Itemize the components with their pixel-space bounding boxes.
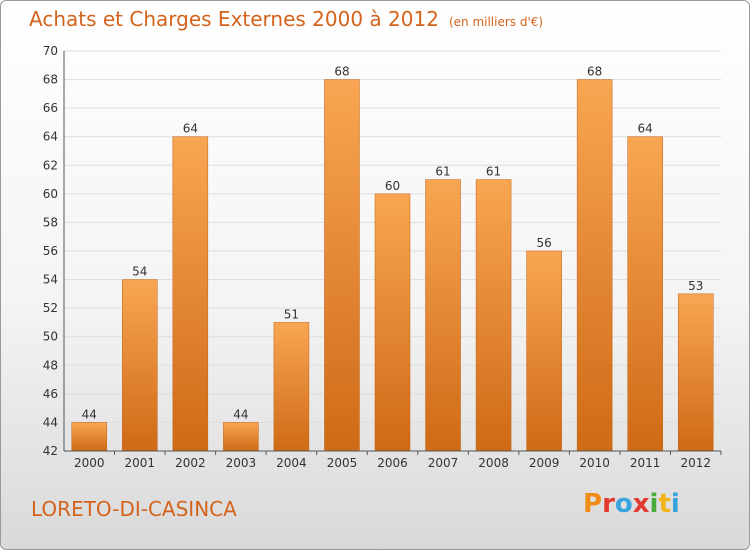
bar-2002 <box>172 136 209 452</box>
y-tick-label: 50 <box>43 330 58 344</box>
y-tick-label: 56 <box>43 244 58 258</box>
bar-2004 <box>273 322 310 452</box>
bar-2009 <box>526 250 562 452</box>
value-label-2001: 54 <box>132 265 147 279</box>
logo-letter: i <box>670 489 680 519</box>
value-label-2006: 60 <box>385 179 400 193</box>
y-tick-label: 62 <box>43 158 58 172</box>
bar-2008 <box>475 179 512 452</box>
logo-letter: r <box>602 489 615 519</box>
logo-letter: P <box>583 489 603 519</box>
bar-2001 <box>122 279 158 452</box>
y-tick-label: 70 <box>43 44 58 58</box>
y-tick-label: 58 <box>43 215 58 229</box>
y-tick-label: 44 <box>43 415 58 429</box>
value-label-2003: 44 <box>233 407 248 421</box>
value-label-2007: 61 <box>435 165 450 179</box>
x-tick-label-2002: 2002 <box>175 456 206 470</box>
bar-2000 <box>71 422 108 452</box>
value-label-2000: 44 <box>82 407 97 421</box>
value-label-2002: 64 <box>183 122 198 136</box>
value-label-2012: 53 <box>688 279 703 293</box>
y-tick-label: 60 <box>43 187 58 201</box>
bar-2012 <box>677 293 714 452</box>
y-tick-label: 46 <box>43 387 58 401</box>
y-tick-label: 64 <box>43 130 58 144</box>
bar-2010 <box>576 79 613 452</box>
x-tick-label-2010: 2010 <box>579 456 610 470</box>
bar-2005 <box>324 79 360 452</box>
logo-letter: i <box>649 489 659 519</box>
y-tick-label: 68 <box>43 73 58 87</box>
y-tick-label: 42 <box>43 444 58 458</box>
y-tick-label: 66 <box>43 101 58 115</box>
axes <box>63 51 722 455</box>
value-label-2011: 64 <box>638 122 653 136</box>
chart-title-text: Achats et Charges Externes 2000 à 2012 <box>29 7 439 31</box>
bar-2003 <box>223 422 259 452</box>
logo-letter: x <box>632 489 650 519</box>
x-tick-label-2011: 2011 <box>630 456 661 470</box>
x-tick-label-2003: 2003 <box>226 456 257 470</box>
x-tick-label-2006: 2006 <box>377 456 408 470</box>
logo-letter: t <box>658 489 671 519</box>
proxiti-logo: Proxiti <box>583 489 680 519</box>
chart-title: Achats et Charges Externes 2000 à 2012 (e… <box>29 7 543 31</box>
bar-2007 <box>425 179 461 452</box>
value-label-2008: 61 <box>486 165 501 179</box>
x-tick-label-2009: 2009 <box>529 456 560 470</box>
bar-2006 <box>374 193 411 452</box>
y-tick-label: 52 <box>43 301 58 315</box>
chart-unit: (en milliers d'€) <box>448 15 544 29</box>
y-tick-label: 48 <box>43 358 58 372</box>
bars <box>71 79 714 452</box>
x-tick-label-2004: 2004 <box>276 456 307 470</box>
y-tick-label: 54 <box>43 273 58 287</box>
value-label-2005: 68 <box>334 65 349 79</box>
value-label-2009: 56 <box>536 236 551 250</box>
x-tick-label-2005: 2005 <box>327 456 358 470</box>
x-tick-label-2008: 2008 <box>478 456 509 470</box>
labels: 42 44 46 48 50 52 54 56 58 60 62 64 66 68 70 44 2000 54 20… <box>43 44 711 470</box>
x-tick-label-2007: 2007 <box>428 456 459 470</box>
bar-2011 <box>627 136 663 452</box>
value-label-2010: 68 <box>587 65 602 79</box>
logo-letter: o <box>614 489 633 519</box>
x-tick-label-2012: 2012 <box>680 456 711 470</box>
commune-name: LORETO-DI-CASINCA <box>31 497 237 521</box>
x-tick-label-2000: 2000 <box>74 456 105 470</box>
value-label-2004: 51 <box>284 307 299 321</box>
x-tick-label-2001: 2001 <box>125 456 156 470</box>
